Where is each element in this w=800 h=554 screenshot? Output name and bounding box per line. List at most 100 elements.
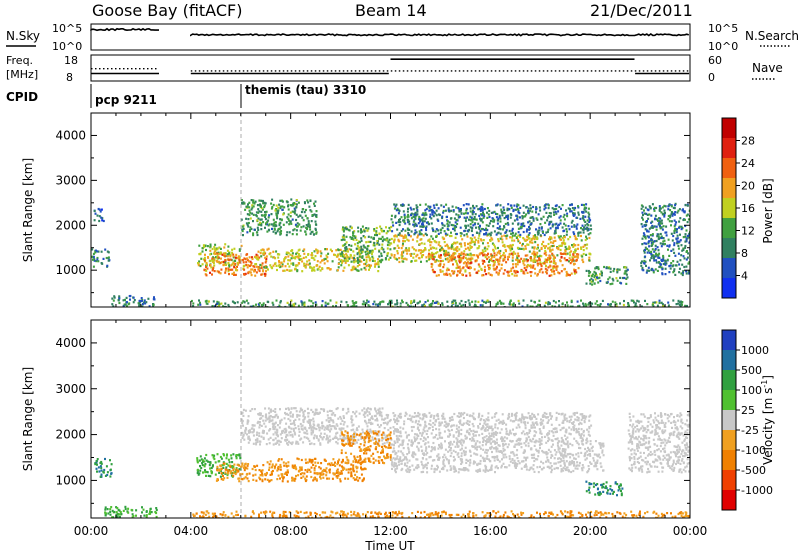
- heatmap-cell: [303, 262, 306, 265]
- heatmap-cell: [424, 203, 427, 206]
- heatmap-cell: [484, 249, 487, 252]
- heatmap-cell: [294, 264, 297, 267]
- heatmap-cell: [323, 262, 326, 265]
- heatmap-cell: [287, 413, 290, 416]
- heatmap-cell: [263, 204, 266, 207]
- heatmap-cell: [647, 217, 650, 220]
- heatmap-cell: [430, 262, 433, 266]
- heatmap-cell: [443, 263, 446, 266]
- heatmap-cell: [212, 267, 214, 271]
- heatmap-cell: [640, 261, 643, 264]
- heatmap-cell: [373, 237, 375, 240]
- heatmap-cell: [538, 269, 541, 272]
- heatmap-cell: [577, 211, 580, 214]
- heatmap-cell: [680, 228, 683, 231]
- heatmap-cell: [205, 261, 208, 265]
- heatmap-cell: [644, 260, 647, 263]
- heatmap-cell: [458, 271, 461, 274]
- heatmap-cell: [145, 514, 148, 517]
- heatmap-cell: [583, 203, 585, 207]
- heatmap-cell: [480, 238, 482, 241]
- heatmap-cell: [656, 218, 658, 221]
- heatmap-cell: [398, 223, 401, 227]
- heatmap-cell: [535, 208, 537, 211]
- heatmap-cell: [407, 203, 410, 206]
- heatmap-cell: [449, 257, 452, 260]
- heatmap-cell: [382, 300, 385, 303]
- heatmap-cell: [640, 223, 643, 226]
- heatmap-cell: [470, 241, 473, 244]
- heatmap-cell: [298, 258, 301, 261]
- heatmap-cell: [412, 256, 415, 259]
- heatmap-cell: [302, 411, 305, 414]
- heatmap-cell: [343, 238, 346, 241]
- heatmap-cell: [272, 433, 275, 436]
- heatmap-cell: [453, 217, 456, 220]
- heatmap-cell: [253, 265, 256, 268]
- heatmap-cell: [135, 509, 138, 512]
- heatmap-cell: [275, 212, 278, 215]
- heatmap-cell: [439, 264, 442, 268]
- heatmap-cell: [275, 250, 278, 253]
- heatmap-cell: [596, 276, 598, 279]
- heatmap-cell: [580, 203, 583, 206]
- heatmap-cell: [574, 269, 577, 272]
- heatmap-cell: [479, 224, 481, 227]
- heatmap-cell: [263, 201, 266, 204]
- heatmap-cell: [433, 255, 436, 258]
- heatmap-cell: [377, 412, 380, 415]
- heatmap-cell: [377, 438, 380, 441]
- heatmap-cell: [583, 219, 586, 222]
- heatmap-cell: [271, 198, 274, 201]
- heatmap-cell: [248, 209, 251, 212]
- heatmap-cell: [257, 420, 260, 423]
- heatmap-cell: [671, 214, 674, 217]
- heatmap-cell: [225, 466, 228, 469]
- heatmap-cell: [244, 272, 247, 275]
- heatmap-cell: [319, 474, 322, 477]
- heatmap-cell: [505, 237, 508, 240]
- heatmap-cell: [403, 213, 406, 216]
- heatmap-cell: [412, 305, 415, 307]
- heatmap-cell: [289, 211, 292, 214]
- heatmap-cell: [342, 423, 345, 426]
- heatmap-cell: [588, 302, 591, 305]
- heatmap-cell: [475, 218, 478, 221]
- heatmap-cell: [413, 248, 416, 251]
- heatmap-cell: [400, 253, 403, 256]
- heatmap-cell: [483, 247, 486, 250]
- heatmap-cell: [452, 255, 455, 258]
- heatmap-cell: [415, 255, 418, 258]
- heatmap-cell: [233, 273, 235, 276]
- heatmap-cell: [495, 267, 498, 270]
- heatmap-cell: [458, 215, 461, 218]
- heatmap-cell: [232, 253, 235, 256]
- heatmap-cell: [227, 458, 230, 461]
- heatmap-cell: [258, 432, 261, 435]
- heatmap-cell: [662, 240, 665, 243]
- heatmap-cell: [433, 211, 436, 214]
- heatmap-cell: [458, 208, 461, 211]
- heatmap-cell: [502, 244, 505, 247]
- heatmap-cell: [510, 206, 513, 209]
- heatmap-cell: [124, 505, 127, 508]
- heatmap-cell: [315, 436, 318, 439]
- heatmap-cell: [687, 270, 690, 273]
- heatmap-cell: [544, 204, 547, 207]
- heatmap-cell: [573, 268, 576, 271]
- heatmap-cell: [380, 254, 383, 257]
- heatmap-cell: [93, 258, 96, 261]
- heatmap-cell: [487, 224, 490, 227]
- heatmap-cell: [516, 205, 518, 208]
- heatmap-cell: [381, 407, 384, 410]
- heatmap-cell: [224, 302, 227, 305]
- heatmap-cell: [561, 236, 564, 240]
- heatmap-cell: [294, 427, 297, 430]
- heatmap-cell: [304, 416, 307, 419]
- heatmap-cell: [233, 264, 236, 267]
- heatmap-cell: [396, 252, 399, 255]
- heatmap-cell: [115, 506, 118, 509]
- heatmap-cell: [190, 299, 193, 303]
- heatmap-cell: [296, 457, 299, 460]
- heatmap-cell: [116, 515, 119, 518]
